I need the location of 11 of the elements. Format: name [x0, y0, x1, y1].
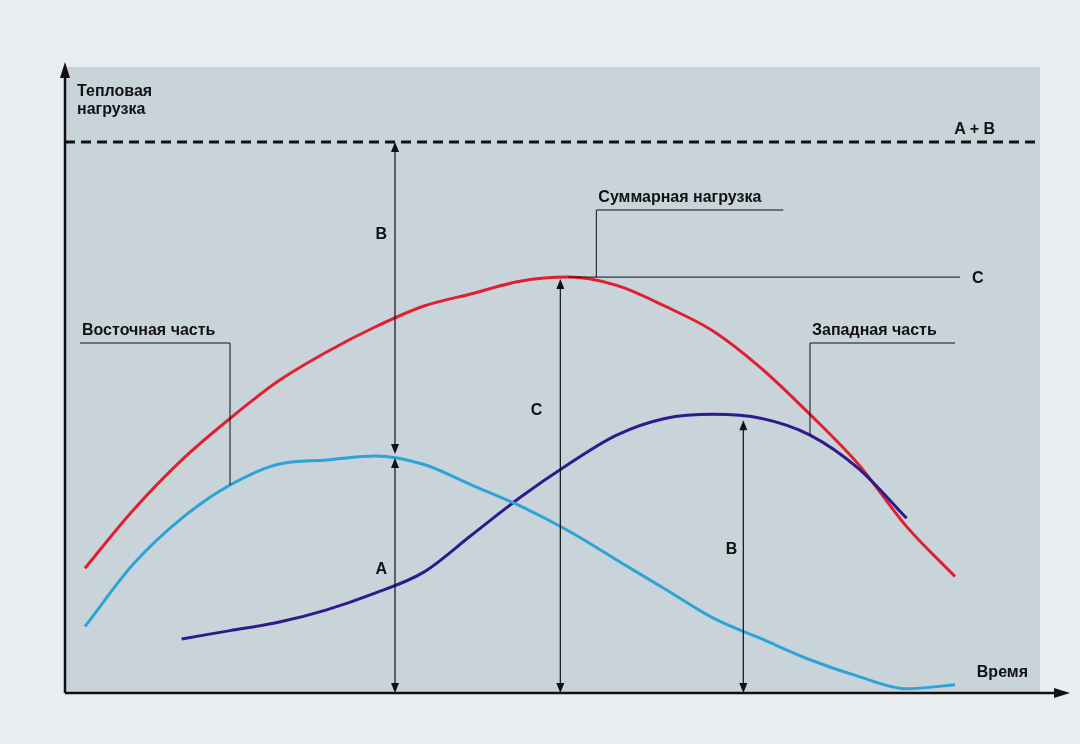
annotation: C: [530, 401, 543, 419]
text: Восточная часть: [82, 321, 216, 338]
ref-line-label: C: [972, 269, 984, 287]
text: Тепловая нагрузка: [77, 82, 153, 117]
annotation: B: [725, 539, 738, 557]
ref-line-label: A + B: [954, 119, 995, 137]
text: Суммарная нагрузка: [598, 188, 762, 205]
text: B: [375, 224, 387, 242]
annotation: A: [375, 560, 388, 578]
text: Западная часть: [812, 321, 937, 338]
x-axis-title: Время: [976, 663, 1028, 680]
